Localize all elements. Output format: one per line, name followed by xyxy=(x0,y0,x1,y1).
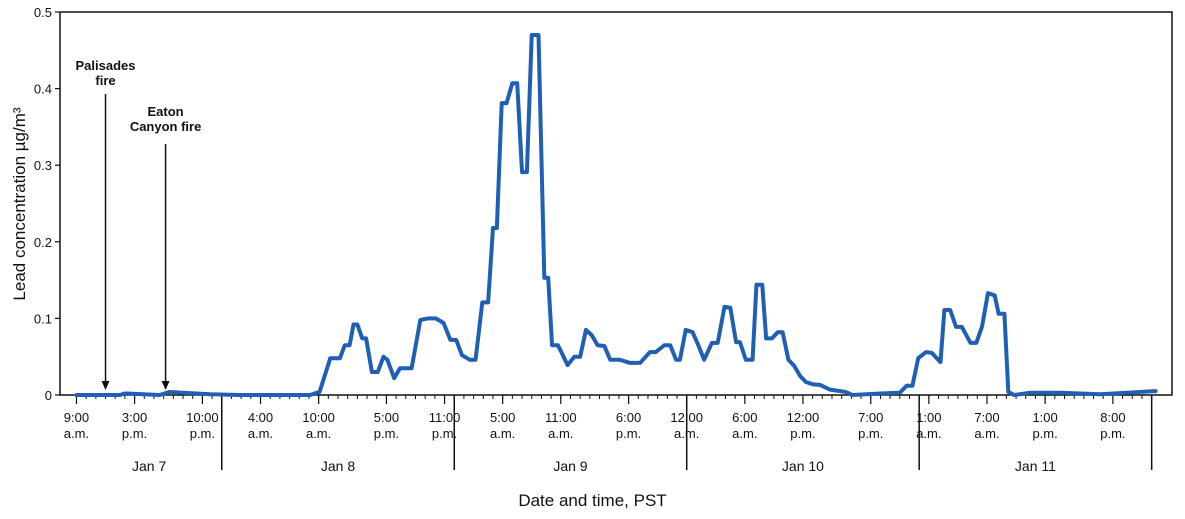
y-tick-label: 0.3 xyxy=(34,158,52,173)
x-tick-label: 9:00 a.m. xyxy=(63,410,90,441)
x-axis-title: Date and time, PST xyxy=(518,491,667,510)
y-tick-label: 0 xyxy=(45,388,52,403)
plot-frame xyxy=(59,11,1173,396)
x-tick-label: 3:00 p.m. xyxy=(121,410,148,441)
date-label: Jan 11 xyxy=(1014,458,1056,474)
y-tick-label: 0.1 xyxy=(34,311,52,326)
x-tick-label: 1:00 a.m. xyxy=(916,410,942,441)
x-tick-label: 5:00 a.m. xyxy=(490,410,516,441)
x-tick-label: 8:00 p.m. xyxy=(1100,410,1126,441)
x-tick-label: 7:00 p.m. xyxy=(858,410,884,441)
x-tick-label: 4:00 a.m. xyxy=(247,410,274,441)
x-tick-label: 7:00 a.m. xyxy=(974,410,1000,441)
x-tick-label: 5:00 p.m. xyxy=(373,410,400,441)
x-tick-label: 6:00 a.m. xyxy=(732,410,758,441)
annotation-arrowhead xyxy=(161,381,170,390)
x-tick-label: 10:00 p.m. xyxy=(186,410,219,441)
y-tick-label: 0.2 xyxy=(34,235,52,250)
y-tick-label: 0.4 xyxy=(34,82,52,97)
x-tick-label: 10:00 a.m. xyxy=(302,410,335,441)
date-label: Jan 9 xyxy=(553,458,588,474)
date-label: Jan 7 xyxy=(131,458,167,474)
date-label: Jan 10 xyxy=(781,458,824,474)
x-tick-label: 1:00 p.m. xyxy=(1032,410,1058,441)
annotation-text: Eaton Canyon fire xyxy=(129,104,202,134)
x-tick-label: 11:00 a.m. xyxy=(544,410,577,441)
date-label: Jan 8 xyxy=(320,458,356,474)
x-tick-label: 6:00 p.m. xyxy=(615,410,642,441)
annotation-arrowhead xyxy=(101,381,110,390)
y-tick-label: 0.5 xyxy=(34,5,52,20)
x-tick-label: 12:00 a.m. xyxy=(670,410,703,441)
data-line xyxy=(74,32,1158,397)
y-axis-title: Lead concentration µg/m³ xyxy=(10,107,29,301)
x-tick-label: 11:00 p.m. xyxy=(428,410,461,441)
x-tick-label: 12:00 p.m. xyxy=(786,410,820,441)
annotation-text: Palisades fire xyxy=(75,58,136,88)
